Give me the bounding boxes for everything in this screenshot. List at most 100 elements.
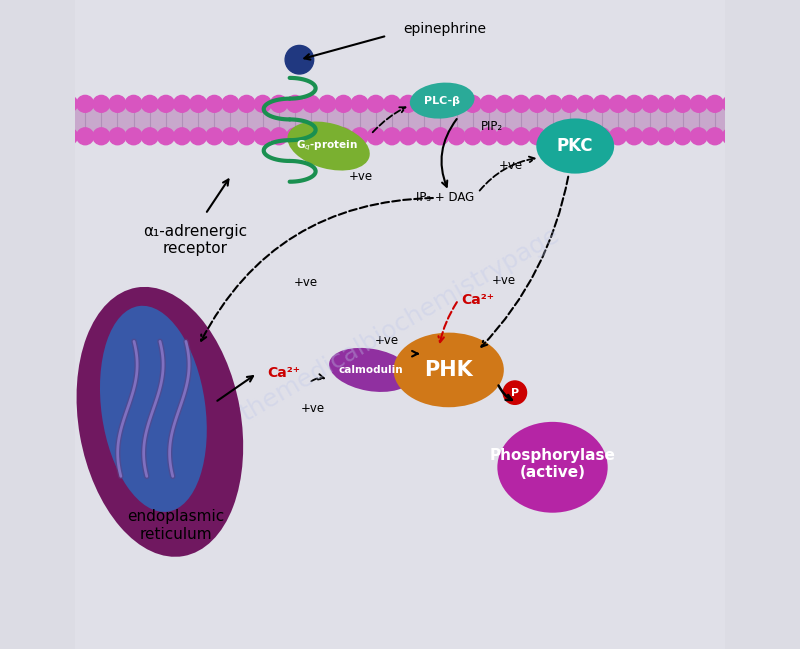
Circle shape <box>448 128 465 145</box>
Circle shape <box>578 95 594 112</box>
Circle shape <box>93 95 110 112</box>
Circle shape <box>174 95 190 112</box>
Circle shape <box>626 128 642 145</box>
Circle shape <box>158 128 174 145</box>
Circle shape <box>190 128 206 145</box>
Circle shape <box>626 95 642 112</box>
Circle shape <box>351 128 368 145</box>
Circle shape <box>93 128 110 145</box>
Text: endoplasmic
reticulum: endoplasmic reticulum <box>127 509 225 542</box>
Ellipse shape <box>287 121 370 171</box>
Circle shape <box>77 128 94 145</box>
Circle shape <box>125 95 142 112</box>
Circle shape <box>690 128 707 145</box>
Text: calmodulin: calmodulin <box>338 365 403 375</box>
Circle shape <box>190 95 206 112</box>
Circle shape <box>545 95 562 112</box>
Circle shape <box>578 128 594 145</box>
Circle shape <box>690 95 707 112</box>
Circle shape <box>206 128 222 145</box>
Circle shape <box>222 128 239 145</box>
Circle shape <box>448 95 465 112</box>
Circle shape <box>432 95 449 112</box>
Ellipse shape <box>100 306 206 512</box>
Ellipse shape <box>77 287 243 557</box>
Circle shape <box>722 128 739 145</box>
Circle shape <box>77 95 94 112</box>
Ellipse shape <box>498 422 608 513</box>
Circle shape <box>302 95 320 112</box>
Circle shape <box>642 128 658 145</box>
Ellipse shape <box>410 82 474 119</box>
Circle shape <box>61 95 78 112</box>
Text: PHK: PHK <box>424 360 473 380</box>
Circle shape <box>658 95 675 112</box>
Text: PKC: PKC <box>557 137 594 155</box>
Circle shape <box>416 95 433 112</box>
Circle shape <box>674 128 691 145</box>
Circle shape <box>383 95 400 112</box>
Text: PIP₂: PIP₂ <box>481 120 503 133</box>
Circle shape <box>367 128 384 145</box>
Text: +ve: +ve <box>492 274 516 287</box>
Circle shape <box>561 128 578 145</box>
Circle shape <box>642 95 658 112</box>
Circle shape <box>367 95 384 112</box>
Circle shape <box>238 128 255 145</box>
Text: α₁-adrenergic
receptor: α₁-adrenergic receptor <box>143 224 248 256</box>
Circle shape <box>254 95 271 112</box>
Circle shape <box>142 95 158 112</box>
Circle shape <box>529 95 546 112</box>
Circle shape <box>706 128 723 145</box>
Circle shape <box>400 128 417 145</box>
Text: epinephrine: epinephrine <box>403 22 486 36</box>
Circle shape <box>706 95 723 112</box>
Circle shape <box>351 95 368 112</box>
Text: themedicalbiochemistrypage: themedicalbiochemistrypage <box>236 223 564 426</box>
Circle shape <box>497 95 514 112</box>
Text: Ca²⁺: Ca²⁺ <box>462 293 494 308</box>
Circle shape <box>286 128 303 145</box>
Circle shape <box>610 128 626 145</box>
Circle shape <box>174 128 190 145</box>
Text: P: P <box>511 387 519 398</box>
Ellipse shape <box>536 118 614 173</box>
Circle shape <box>610 95 626 112</box>
Circle shape <box>464 95 481 112</box>
Circle shape <box>142 128 158 145</box>
Text: Ca²⁺: Ca²⁺ <box>267 366 300 380</box>
Circle shape <box>335 128 352 145</box>
Circle shape <box>319 128 336 145</box>
Circle shape <box>561 95 578 112</box>
Text: +ve: +ve <box>498 159 522 172</box>
Circle shape <box>722 95 739 112</box>
Circle shape <box>206 95 222 112</box>
Circle shape <box>270 128 287 145</box>
Text: +ve: +ve <box>300 402 325 415</box>
Circle shape <box>270 95 287 112</box>
Circle shape <box>285 45 314 74</box>
Circle shape <box>286 95 303 112</box>
Circle shape <box>545 128 562 145</box>
Circle shape <box>674 95 691 112</box>
Circle shape <box>238 95 255 112</box>
Text: IP₃ + DAG: IP₃ + DAG <box>416 191 474 204</box>
Circle shape <box>497 128 514 145</box>
Circle shape <box>594 128 610 145</box>
Text: PLC-β: PLC-β <box>424 95 460 106</box>
FancyBboxPatch shape <box>43 101 757 140</box>
Circle shape <box>125 128 142 145</box>
Circle shape <box>432 128 449 145</box>
Circle shape <box>480 95 498 112</box>
Circle shape <box>302 128 320 145</box>
Circle shape <box>383 128 400 145</box>
Text: Phosphorylase
(active): Phosphorylase (active) <box>490 448 615 480</box>
Circle shape <box>503 381 526 404</box>
Circle shape <box>400 95 417 112</box>
Circle shape <box>513 95 530 112</box>
Circle shape <box>254 128 271 145</box>
Circle shape <box>222 95 239 112</box>
Circle shape <box>319 95 336 112</box>
Circle shape <box>480 128 498 145</box>
Circle shape <box>109 128 126 145</box>
